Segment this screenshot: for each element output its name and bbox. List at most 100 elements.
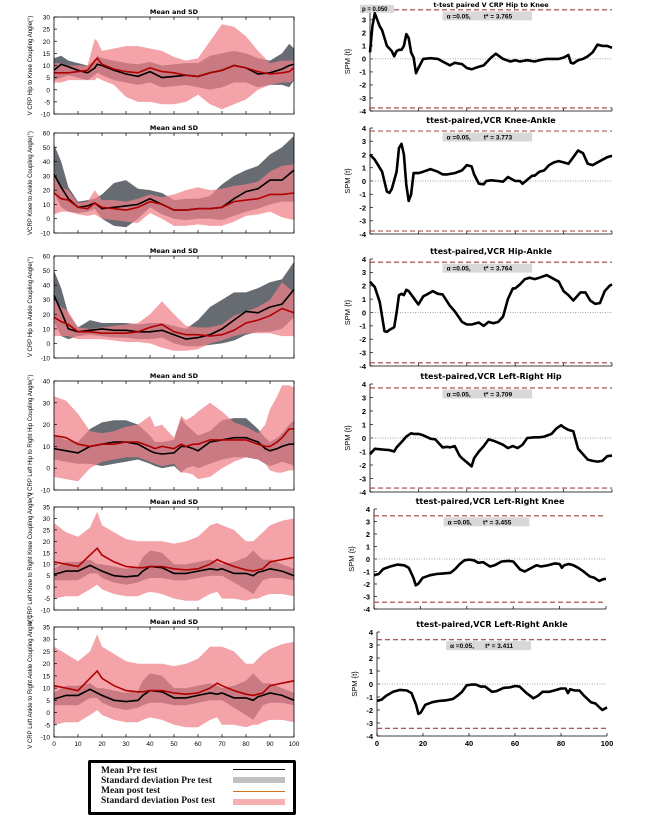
alpha-label: α =0.05, bbox=[448, 519, 472, 526]
y-tick-label: 20 bbox=[43, 422, 51, 429]
tstar-label: t* = 3.455 bbox=[483, 519, 512, 526]
y-tick-label: 20 bbox=[43, 312, 51, 319]
panel-title: Mean and SD bbox=[150, 124, 199, 132]
mean-line-post bbox=[53, 669, 295, 697]
x-tick-label: 70 bbox=[218, 741, 226, 748]
x-tick-label: 80 bbox=[242, 741, 250, 748]
y-tick-label: 2 bbox=[362, 150, 366, 159]
y-tick-label: -1 bbox=[366, 693, 373, 702]
y-tick-label: 25 bbox=[43, 27, 51, 34]
y-tick-label: 15 bbox=[43, 550, 51, 557]
y-tick-label: 1 bbox=[362, 295, 366, 304]
mean-line-post bbox=[54, 56, 295, 78]
alpha-label: α =0.05, bbox=[447, 13, 471, 20]
y-tick-label: -4 bbox=[359, 230, 366, 239]
spm-curve bbox=[369, 423, 613, 468]
y-tick-label: 30 bbox=[43, 400, 51, 407]
y-tick-label: 0 bbox=[366, 555, 370, 564]
y-tick-label: 20 bbox=[43, 661, 51, 668]
y-axis-label: SPM {t} bbox=[343, 425, 352, 451]
y-tick-label: -10 bbox=[41, 112, 51, 119]
y-tick-label: 35 bbox=[43, 505, 51, 512]
y-tick-label: -1 bbox=[363, 567, 370, 576]
y-axis-label: SPM {t} bbox=[347, 546, 356, 572]
y-tick-label: 4 bbox=[362, 380, 367, 389]
y-tick-label: -1 bbox=[359, 447, 366, 456]
y-tick-label: 10 bbox=[43, 562, 51, 569]
y-tick-label: 3 bbox=[369, 641, 373, 650]
x-tick-label: 60 bbox=[194, 741, 202, 748]
y-tick-label: 60 bbox=[43, 131, 51, 138]
y-tick-label: 30 bbox=[43, 516, 51, 523]
tstar-label-box bbox=[443, 517, 530, 527]
y-tick-label: 3 bbox=[362, 268, 366, 277]
mean-line-pre bbox=[53, 688, 295, 703]
y-tick-label: 1 bbox=[369, 667, 373, 676]
y-tick-label: 25 bbox=[43, 527, 51, 534]
sd-band-post bbox=[54, 511, 294, 601]
y-tick-label: 40 bbox=[43, 283, 51, 290]
tstar-label-box bbox=[442, 389, 533, 399]
y-tick-label: -5 bbox=[44, 722, 50, 729]
p-value-label: p = 0.050 bbox=[362, 7, 388, 13]
y-tick-label: -4 bbox=[359, 107, 366, 116]
y-tick-label: 2 bbox=[362, 282, 366, 291]
y-axis-label: V CRP Hip to Knee Coupling Angle(°) bbox=[28, 16, 34, 116]
y-tick-label: 5 bbox=[46, 698, 50, 705]
y-axis-label: SPM {t} bbox=[343, 299, 352, 325]
y-tick-label: -1 bbox=[359, 190, 366, 199]
y-tick-label: 10 bbox=[43, 444, 51, 451]
y-tick-label: -3 bbox=[359, 474, 366, 483]
y-axis-label: VCRP Knee to Ankle Coupling Angle(°) bbox=[28, 131, 34, 235]
x-tick-label: 100 bbox=[289, 741, 300, 748]
tstar-label-box bbox=[442, 132, 533, 142]
y-tick-label: 0 bbox=[369, 680, 373, 689]
y-tick-label: 50 bbox=[43, 268, 51, 275]
y-tick-label: 40 bbox=[43, 159, 51, 166]
legend-label-sd-post: Standard deviation Post test bbox=[101, 796, 216, 806]
y-tick-label: -3 bbox=[359, 348, 366, 357]
alpha-label: α =0.05, bbox=[447, 266, 471, 273]
y-tick-label: 20 bbox=[43, 539, 51, 546]
mean-line-pre bbox=[53, 564, 295, 578]
y-tick-label: -5 bbox=[44, 596, 50, 603]
y-tick-label: -10 bbox=[41, 231, 51, 238]
spm-panel-1: -4 -3 -2 -1 0 1 2 3 α =0.05, t* = 3.765 p = 0.050 t… bbox=[343, 1, 613, 116]
y-tick-label: 3 bbox=[362, 137, 366, 146]
sd-band-post bbox=[54, 164, 294, 226]
y-tick-label: 0 bbox=[362, 177, 366, 186]
legend: Mean Pre test Standard deviation Pre tes… bbox=[88, 760, 296, 815]
y-axis-label: SPM {t} bbox=[350, 671, 359, 697]
spm-curve bbox=[369, 273, 613, 334]
y-tick-label: 20 bbox=[43, 39, 51, 46]
y-tick-label: 40 bbox=[43, 379, 51, 386]
panel-title: Mean and SD bbox=[150, 618, 199, 626]
x-tick-label: 90 bbox=[266, 741, 274, 748]
legend-label-mean-pre: Mean Pre test bbox=[101, 766, 158, 776]
spm-curve bbox=[369, 142, 613, 203]
x-tick-label: 20 bbox=[419, 739, 427, 748]
y-tick-label: 2 bbox=[362, 29, 366, 38]
y-tick-label: 15 bbox=[43, 51, 51, 58]
spm-panel-5: -4 -3 -2 -1 0 1 2 3 4 α =0.05, t* = 3.455 ttest-pai… bbox=[347, 497, 607, 614]
mean-sd-panel-2: -10 0 10 20 30 40 50 60 Mean and SD VCRP Knee to … bbox=[28, 124, 295, 238]
y-tick-label: 10 bbox=[43, 202, 51, 209]
legend-label-mean-post: Mean post test bbox=[101, 786, 161, 796]
y-tick-label: 0 bbox=[362, 55, 366, 64]
tstar-label-box bbox=[442, 263, 533, 273]
y-tick-label: -10 bbox=[41, 608, 51, 615]
legend-swatch-sd-post bbox=[233, 799, 285, 805]
y-tick-label: 4 bbox=[366, 505, 371, 514]
y-tick-label: 35 bbox=[43, 625, 51, 632]
y-tick-label: -2 bbox=[359, 203, 366, 212]
sd-band-post bbox=[54, 385, 294, 482]
x-tick-label: 30 bbox=[122, 741, 130, 748]
y-tick-label: 2 bbox=[366, 530, 370, 539]
panel-title: Mean and SD bbox=[150, 498, 199, 506]
tstar-label: t* = 3.765 bbox=[484, 13, 513, 20]
tstar-label-box bbox=[442, 11, 533, 21]
alpha-label: α =0.05, bbox=[450, 643, 474, 650]
x-tick-label: 60 bbox=[511, 739, 519, 748]
